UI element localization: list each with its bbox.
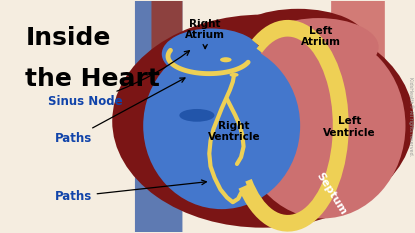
Text: Sinus Node: Sinus Node [48,51,189,108]
FancyBboxPatch shape [135,0,183,233]
Ellipse shape [220,57,232,62]
Text: Paths: Paths [54,78,185,145]
Text: Septum: Septum [314,171,348,217]
Text: the Heart: the Heart [25,67,160,91]
Text: Paths: Paths [54,180,206,203]
Ellipse shape [143,42,300,209]
Text: Right
Atrium: Right Atrium [185,19,225,49]
FancyBboxPatch shape [331,0,385,70]
Ellipse shape [112,15,414,228]
Ellipse shape [259,18,378,76]
Ellipse shape [162,28,261,79]
Ellipse shape [240,33,405,218]
Text: Inside: Inside [25,26,111,50]
Text: Left
Atrium: Left Atrium [301,26,341,47]
FancyBboxPatch shape [151,0,183,107]
Text: KidsHealth® All rights reserved.: KidsHealth® All rights reserved. [408,77,414,156]
Text: Right
Ventricle: Right Ventricle [208,121,260,142]
Ellipse shape [230,9,366,71]
Ellipse shape [229,73,239,77]
Ellipse shape [179,109,215,122]
Text: Left
Ventricle: Left Ventricle [323,116,376,138]
